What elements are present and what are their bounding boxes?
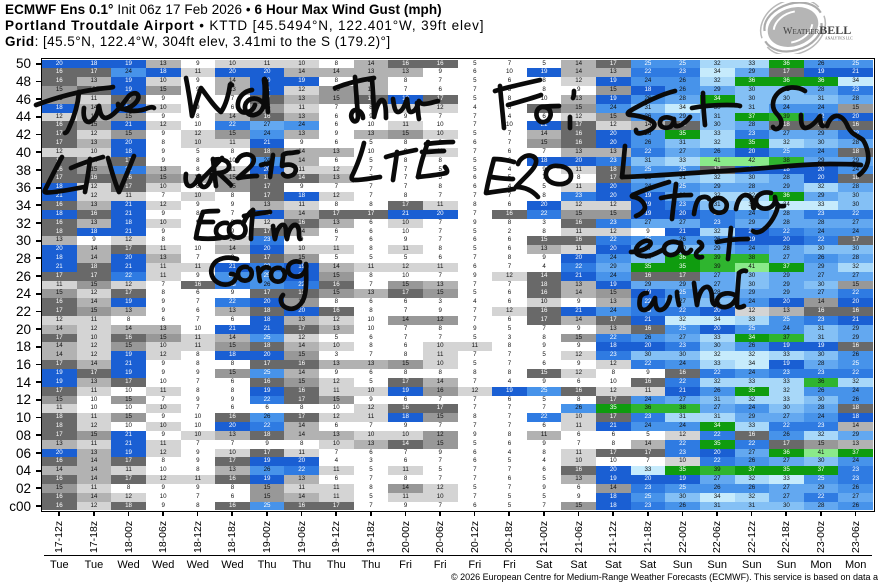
svg-text:ANALYTICS LLC: ANALYTICS LLC	[825, 37, 853, 41]
